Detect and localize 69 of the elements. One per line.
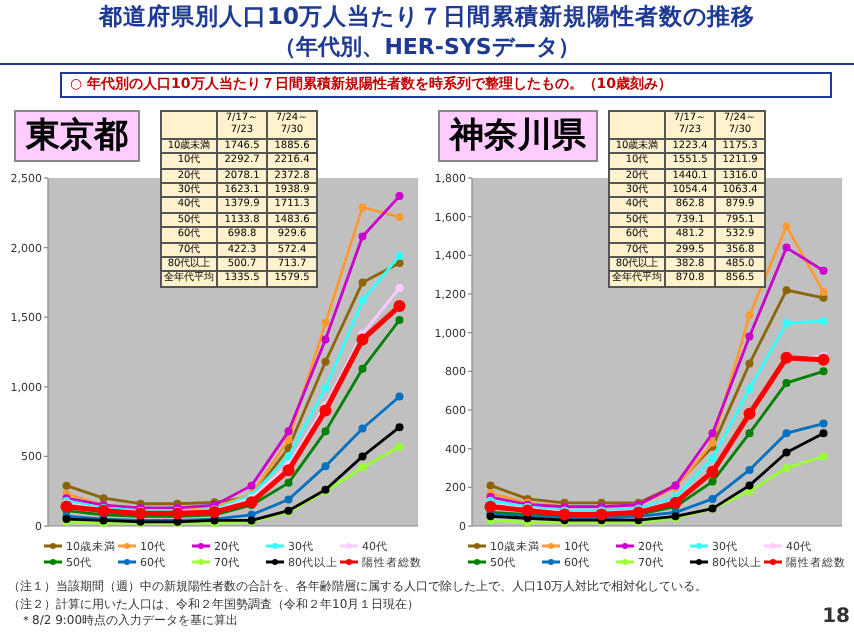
point <box>819 288 828 297</box>
point <box>708 454 717 463</box>
point <box>745 311 754 320</box>
text: 18 <box>820 606 850 628</box>
point <box>358 424 367 433</box>
point <box>395 251 404 260</box>
point <box>745 465 754 474</box>
point <box>486 481 495 490</box>
point <box>358 278 367 287</box>
point <box>745 384 754 393</box>
point <box>819 429 828 438</box>
point <box>395 212 404 221</box>
point <box>745 429 754 438</box>
point <box>284 478 293 487</box>
point <box>817 353 830 366</box>
point <box>782 448 791 457</box>
point <box>745 359 754 368</box>
point <box>284 435 293 444</box>
point <box>819 367 828 376</box>
point <box>395 442 404 451</box>
point <box>62 481 71 490</box>
point <box>782 319 791 327</box>
point <box>782 286 791 295</box>
point <box>247 481 256 490</box>
point <box>321 462 330 471</box>
text: 都道府県別人口10万人当たり７日間累積新規陽性者数の推移 <box>96 2 757 32</box>
point <box>321 318 330 327</box>
point <box>395 192 404 201</box>
point <box>60 500 73 513</box>
point <box>321 335 330 344</box>
point <box>819 317 828 326</box>
point <box>356 333 369 346</box>
point <box>395 392 404 401</box>
point <box>284 452 293 461</box>
point <box>358 296 367 305</box>
point <box>284 427 293 436</box>
point <box>782 243 791 252</box>
point <box>395 423 404 432</box>
point <box>708 477 717 486</box>
point <box>321 427 330 436</box>
point <box>395 283 404 292</box>
point <box>358 364 367 373</box>
point <box>358 452 367 461</box>
text: （年代別、HER-SYSデータ） <box>272 32 582 62</box>
point <box>819 266 828 275</box>
point <box>819 452 828 461</box>
point <box>245 496 258 509</box>
chart-title: 神奈川県 <box>438 110 598 162</box>
point <box>358 463 367 472</box>
point <box>782 464 791 472</box>
point <box>782 378 791 387</box>
point <box>319 404 332 417</box>
point <box>321 357 330 366</box>
point <box>782 222 791 231</box>
point <box>99 494 108 503</box>
point <box>782 429 791 438</box>
chart-title: 東京都 <box>14 110 140 162</box>
point <box>745 332 754 341</box>
point <box>358 203 367 212</box>
point <box>393 300 406 313</box>
point <box>708 494 717 503</box>
point <box>745 481 754 490</box>
point <box>708 429 717 438</box>
point <box>358 232 367 241</box>
point <box>819 419 828 428</box>
point <box>395 315 404 324</box>
point <box>321 384 330 393</box>
point <box>284 495 293 504</box>
point <box>282 464 295 477</box>
